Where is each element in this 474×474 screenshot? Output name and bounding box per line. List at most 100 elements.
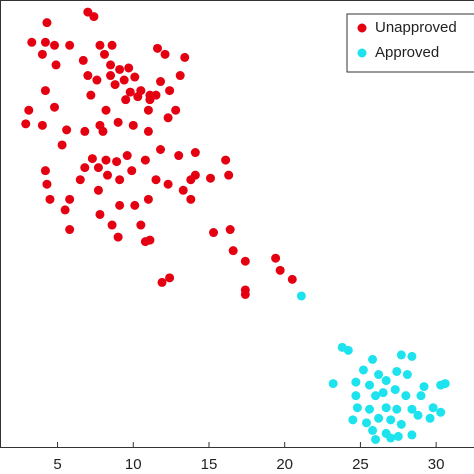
x-tick-label: 10 bbox=[125, 456, 142, 473]
point bbox=[130, 200, 140, 210]
point bbox=[80, 163, 90, 173]
point bbox=[127, 166, 137, 176]
point bbox=[368, 354, 378, 364]
point bbox=[101, 155, 111, 165]
point bbox=[136, 220, 146, 230]
point bbox=[374, 370, 384, 380]
point bbox=[351, 377, 361, 387]
point bbox=[78, 55, 88, 65]
point bbox=[51, 60, 61, 70]
point bbox=[407, 404, 417, 414]
point bbox=[402, 370, 412, 380]
point bbox=[371, 434, 381, 444]
point bbox=[428, 403, 438, 413]
point bbox=[24, 105, 34, 115]
point bbox=[128, 120, 138, 130]
point bbox=[62, 125, 72, 135]
point bbox=[386, 433, 396, 443]
point bbox=[425, 413, 435, 423]
point bbox=[365, 404, 375, 414]
x-tick-label: 15 bbox=[201, 456, 218, 473]
point bbox=[83, 71, 93, 81]
point bbox=[86, 90, 96, 100]
point bbox=[361, 418, 371, 428]
point bbox=[115, 175, 125, 185]
point bbox=[27, 37, 37, 47]
point bbox=[60, 205, 70, 215]
point bbox=[121, 95, 131, 105]
point bbox=[381, 403, 391, 413]
point bbox=[436, 407, 446, 417]
point bbox=[175, 71, 185, 81]
point bbox=[156, 145, 166, 155]
point bbox=[37, 120, 47, 130]
point bbox=[113, 232, 123, 242]
point bbox=[107, 40, 117, 50]
point bbox=[143, 105, 153, 115]
point bbox=[130, 72, 140, 82]
legend-box bbox=[346, 13, 474, 73]
point bbox=[107, 220, 117, 230]
point bbox=[390, 385, 400, 395]
point bbox=[358, 365, 368, 375]
point bbox=[396, 419, 406, 429]
point bbox=[328, 379, 338, 389]
point bbox=[186, 194, 196, 204]
point bbox=[381, 376, 391, 386]
point bbox=[190, 170, 200, 180]
point bbox=[163, 179, 173, 189]
point bbox=[122, 151, 132, 161]
point bbox=[225, 225, 235, 235]
point bbox=[151, 175, 161, 185]
legend-marker bbox=[357, 48, 367, 58]
x-tick-label: 20 bbox=[276, 456, 293, 473]
point bbox=[221, 155, 231, 165]
point bbox=[365, 380, 375, 390]
point bbox=[151, 90, 161, 100]
point bbox=[348, 415, 358, 425]
point bbox=[21, 119, 31, 129]
point bbox=[160, 49, 170, 59]
point bbox=[65, 40, 75, 50]
point bbox=[240, 289, 250, 299]
point bbox=[165, 273, 175, 283]
point bbox=[393, 431, 403, 441]
point bbox=[228, 246, 238, 256]
point bbox=[143, 194, 153, 204]
legend-marker bbox=[357, 23, 367, 33]
point bbox=[392, 366, 402, 376]
point bbox=[113, 117, 123, 127]
point bbox=[180, 52, 190, 62]
point bbox=[416, 391, 426, 401]
x-tick-label: 30 bbox=[428, 456, 445, 473]
point bbox=[352, 403, 362, 413]
point bbox=[287, 274, 297, 284]
point bbox=[351, 391, 361, 401]
point bbox=[110, 80, 120, 90]
point bbox=[98, 126, 108, 136]
point bbox=[40, 166, 50, 176]
x-tick-label: 5 bbox=[53, 456, 61, 473]
point bbox=[65, 225, 75, 235]
point bbox=[156, 77, 166, 87]
point bbox=[368, 425, 378, 435]
point bbox=[371, 391, 381, 401]
point bbox=[57, 140, 67, 150]
point bbox=[152, 43, 162, 53]
point bbox=[205, 173, 215, 183]
point bbox=[112, 157, 122, 167]
point bbox=[115, 200, 125, 210]
point bbox=[37, 49, 47, 59]
point bbox=[157, 277, 167, 287]
point bbox=[440, 379, 450, 389]
point bbox=[50, 102, 60, 112]
point bbox=[401, 391, 411, 401]
point bbox=[101, 105, 111, 115]
point bbox=[80, 126, 90, 136]
point bbox=[99, 49, 109, 59]
point bbox=[93, 163, 103, 173]
point bbox=[65, 194, 75, 204]
point bbox=[89, 12, 99, 22]
point bbox=[209, 228, 219, 238]
point bbox=[374, 413, 384, 423]
